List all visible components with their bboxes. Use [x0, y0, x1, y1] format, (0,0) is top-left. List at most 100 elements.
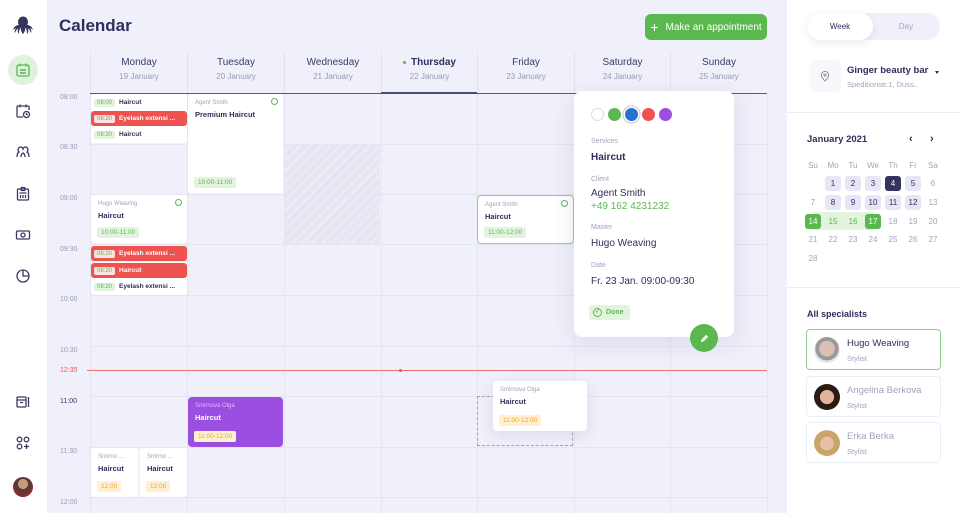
- dragging-event-card[interactable]: Smirnova Olga Haircut 11:00-12:00: [493, 381, 587, 431]
- calendar-day-in-range[interactable]: 16: [843, 211, 863, 231]
- calendar-day[interactable]: 20: [928, 216, 938, 226]
- nav-statistics[interactable]: [8, 261, 38, 291]
- calendar-day[interactable]: 18: [888, 216, 898, 226]
- nav-add-widgets[interactable]: [8, 428, 38, 458]
- color-picker: [591, 108, 672, 121]
- master-label: Master: [591, 224, 613, 231]
- calendar-day[interactable]: 10: [863, 193, 883, 212]
- calendar-day[interactable]: 25: [888, 235, 898, 245]
- page-title: Calendar: [59, 16, 132, 35]
- specialist-card[interactable]: Erka Berka Stylist: [806, 422, 941, 463]
- calendar-day[interactable]: 26: [908, 235, 918, 245]
- next-month-chevron-icon[interactable]: ›: [930, 133, 934, 145]
- color-swatch-green[interactable]: [608, 108, 621, 121]
- prev-month-chevron-icon[interactable]: ‹: [909, 133, 913, 145]
- location-name[interactable]: Ginger beauty bar: [847, 65, 929, 76]
- color-swatch-purple[interactable]: [659, 108, 672, 121]
- grid-row-line: [90, 497, 767, 498]
- calendar-day[interactable]: 13: [928, 197, 938, 207]
- calendar-day-in-range[interactable]: 15: [823, 211, 843, 231]
- check-circle-icon: ✓: [593, 308, 602, 317]
- event-card[interactable]: Smirnova Olga Haircut 11:00-12:00: [188, 397, 283, 447]
- calendar-day[interactable]: 3: [863, 175, 883, 194]
- calendar-day[interactable]: 2: [843, 175, 863, 194]
- event-card[interactable]: Hugo Weaving Haircut 10:00-11:00: [91, 195, 187, 243]
- make-appointment-button[interactable]: + Make an appointment: [645, 14, 767, 40]
- day-header-tuesday[interactable]: Tuesday 20 January: [187, 52, 284, 94]
- mini-calendar-grid: Su Mo Tu We Th Fr Sa 1 2 3 4 5 6 7 8 9 1…: [803, 156, 943, 268]
- calendar-day[interactable]: 22: [828, 235, 838, 245]
- calendar-day[interactable]: 24: [868, 235, 878, 245]
- calendar-day[interactable]: 6: [930, 179, 936, 189]
- calendar-day[interactable]: 12: [903, 193, 923, 212]
- day-header-thursday[interactable]: Thursday 22 January: [381, 52, 477, 94]
- calendar-day[interactable]: 27: [928, 235, 938, 245]
- calendar-day[interactable]: 9: [843, 193, 863, 212]
- location-pin-icon: [809, 60, 841, 92]
- day-header-monday[interactable]: Monday 19 January: [90, 52, 187, 94]
- date-label: Date: [591, 262, 606, 269]
- event-card-selected[interactable]: Agent Smith Haircut 11:00-12:00: [477, 195, 574, 244]
- event-row[interactable]: 08:00 Haircut: [91, 95, 187, 110]
- event-card[interactable]: Smirno ... Haircut 12:00: [91, 448, 138, 497]
- weekday-label: Th: [888, 160, 898, 170]
- view-day-button[interactable]: Day: [898, 22, 914, 31]
- grid-column-line: [284, 94, 285, 513]
- location-dropdown-caret-icon[interactable]: [935, 71, 939, 74]
- specialist-card[interactable]: Angelina Berkova Stylist: [806, 376, 941, 417]
- day-header-sunday[interactable]: Sunday 25 January: [670, 52, 767, 94]
- event-row[interactable]: 08:20 Haircut: [91, 263, 187, 278]
- status-badge[interactable]: ✓ Done: [589, 305, 630, 320]
- nav-layout[interactable]: [8, 387, 38, 417]
- event-card[interactable]: Agent Smith Premium Haircut 10:00-11:00: [188, 94, 283, 193]
- client-phone[interactable]: +49 162 4231232: [591, 201, 670, 212]
- specialist-card[interactable]: Hugo Weaving Stylist: [806, 329, 941, 370]
- event-row[interactable]: 08:20 Eyelash extensi ...: [91, 246, 187, 261]
- nav-services[interactable]: [8, 179, 38, 209]
- calendar-day[interactable]: 21: [808, 235, 818, 245]
- user-avatar[interactable]: [13, 477, 33, 497]
- money-icon: [15, 230, 31, 240]
- calendar-day[interactable]: 5: [903, 175, 923, 194]
- calendar-day-today[interactable]: 4: [883, 175, 903, 194]
- day-header-saturday[interactable]: Saturday 24 January: [574, 52, 670, 94]
- done-check-icon: [175, 199, 182, 206]
- color-swatch-blue[interactable]: [625, 108, 638, 121]
- nav-clients[interactable]: [8, 137, 38, 167]
- nav-appointments-history[interactable]: [8, 96, 38, 126]
- nav-calendar[interactable]: [8, 55, 38, 85]
- calendar-day[interactable]: 19: [908, 216, 918, 226]
- grid-column-line: [477, 94, 478, 513]
- view-week-button[interactable]: Week: [807, 13, 873, 40]
- calendar-day[interactable]: 8: [823, 193, 843, 212]
- calendar-day[interactable]: 7: [810, 197, 816, 207]
- grid-row-line: [90, 346, 767, 347]
- day-header-friday[interactable]: Friday 23 January: [477, 52, 574, 94]
- edit-appointment-button[interactable]: [690, 324, 718, 352]
- clipboard-icon: [16, 186, 30, 201]
- event-row[interactable]: 08:20 Eyelash extensi ...: [91, 279, 187, 294]
- grid-column-line: [90, 94, 91, 513]
- make-appointment-label: Make an appointment: [665, 21, 762, 33]
- layout-icon: [16, 396, 30, 408]
- event-row[interactable]: 08:30 Haircut: [91, 127, 187, 142]
- calendar-day[interactable]: 11: [883, 193, 903, 212]
- done-check-icon: [561, 200, 568, 207]
- color-swatch-red[interactable]: [642, 108, 655, 121]
- weekday-label: We: [867, 160, 879, 170]
- day-header-wednesday[interactable]: Wednesday 21 January: [284, 52, 381, 94]
- calendar-day[interactable]: 28: [808, 253, 818, 263]
- calendar-day[interactable]: 1: [823, 175, 843, 194]
- event-row[interactable]: 08:20 Eyelash extensi ...: [91, 111, 187, 126]
- event-card[interactable]: Smirno ... Haircut 12:00: [140, 448, 187, 497]
- nav-payments[interactable]: [8, 220, 38, 250]
- color-swatch-white[interactable]: [591, 108, 604, 121]
- grid-column-line: [187, 94, 188, 513]
- calendar-day[interactable]: 23: [848, 235, 858, 245]
- weekday-label: Sa: [928, 160, 938, 170]
- calendar-clock-icon: [16, 104, 31, 119]
- calendar-day-range-start[interactable]: 14: [803, 211, 823, 231]
- calendar-day-range-end[interactable]: 17: [863, 211, 883, 231]
- specialist-avatar: [814, 430, 840, 456]
- octopus-logo-icon[interactable]: [11, 14, 35, 38]
